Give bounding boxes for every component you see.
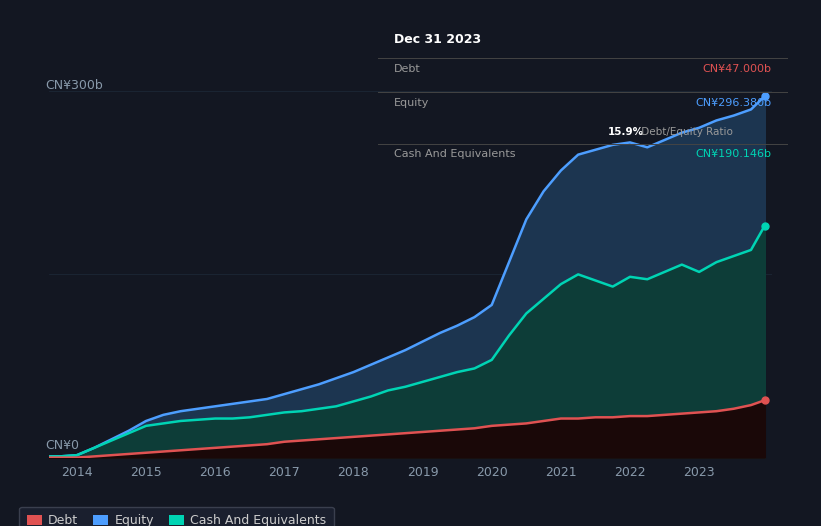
Text: CN¥47.000b: CN¥47.000b (703, 64, 772, 74)
Text: CN¥300b: CN¥300b (46, 79, 103, 92)
Text: CN¥0: CN¥0 (46, 439, 80, 452)
Text: CN¥296.380b: CN¥296.380b (695, 98, 772, 108)
Text: CN¥190.146b: CN¥190.146b (695, 149, 772, 159)
Text: Equity: Equity (394, 98, 429, 108)
Text: Cash And Equivalents: Cash And Equivalents (394, 149, 516, 159)
Legend: Debt, Equity, Cash And Equivalents: Debt, Equity, Cash And Equivalents (20, 507, 334, 526)
Text: Dec 31 2023: Dec 31 2023 (394, 33, 481, 46)
Text: Debt: Debt (394, 64, 421, 74)
Text: 15.9%: 15.9% (608, 127, 644, 137)
Text: Debt/Equity Ratio: Debt/Equity Ratio (639, 127, 733, 137)
